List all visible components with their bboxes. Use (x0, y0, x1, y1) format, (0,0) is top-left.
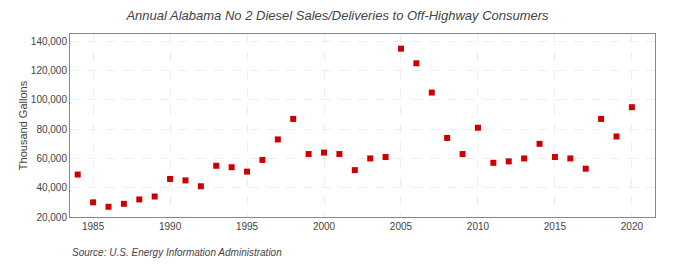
svg-text:40,000: 40,000 (36, 182, 67, 193)
svg-text:2020: 2020 (621, 221, 644, 232)
svg-text:Source: U.S. Energy Informatio: Source: U.S. Energy Information Administ… (72, 247, 282, 258)
svg-text:2015: 2015 (544, 221, 567, 232)
svg-text:1995: 1995 (236, 221, 259, 232)
svg-text:20,000: 20,000 (36, 212, 67, 223)
svg-text:80,000: 80,000 (36, 124, 67, 135)
svg-text:2000: 2000 (313, 221, 336, 232)
svg-text:Thousand Gallons: Thousand Gallons (17, 80, 29, 170)
svg-text:100,000: 100,000 (31, 94, 68, 105)
svg-text:2005: 2005 (390, 221, 413, 232)
svg-text:2010: 2010 (467, 221, 490, 232)
svg-text:120,000: 120,000 (31, 65, 68, 76)
svg-text:60,000: 60,000 (36, 153, 67, 164)
svg-text:Annual Alabama No 2 Diesel Sal: Annual Alabama No 2 Diesel Sales/Deliver… (125, 8, 549, 23)
svg-text:140,000: 140,000 (31, 36, 68, 47)
svg-text:1985: 1985 (82, 221, 105, 232)
svg-text:1990: 1990 (159, 221, 182, 232)
